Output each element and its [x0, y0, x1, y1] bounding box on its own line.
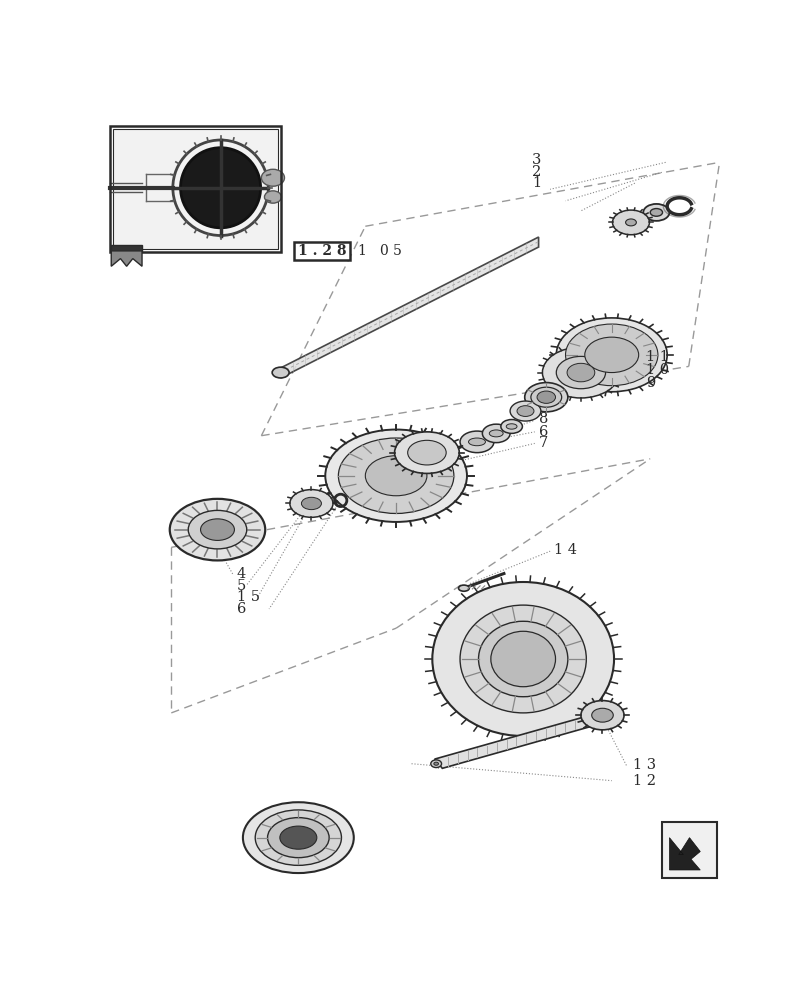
- Ellipse shape: [460, 605, 586, 713]
- Ellipse shape: [267, 818, 328, 858]
- Ellipse shape: [566, 363, 594, 382]
- Text: 1 4: 1 4: [553, 543, 577, 557]
- Text: 8: 8: [538, 412, 547, 426]
- Ellipse shape: [188, 510, 247, 549]
- Ellipse shape: [272, 367, 289, 378]
- Ellipse shape: [255, 810, 341, 865]
- Ellipse shape: [611, 210, 649, 235]
- Ellipse shape: [261, 169, 284, 186]
- Ellipse shape: [264, 191, 281, 203]
- Ellipse shape: [431, 760, 441, 768]
- Ellipse shape: [542, 347, 619, 398]
- Ellipse shape: [468, 438, 485, 446]
- Polygon shape: [111, 251, 142, 266]
- Ellipse shape: [280, 826, 316, 849]
- Ellipse shape: [301, 497, 321, 510]
- Ellipse shape: [482, 424, 509, 443]
- Text: 1 . 2 8: 1 . 2 8: [298, 244, 346, 258]
- Bar: [109, 126, 281, 252]
- Text: 7: 7: [538, 436, 547, 450]
- Bar: [111, 245, 142, 251]
- Ellipse shape: [478, 621, 567, 697]
- Text: 6: 6: [538, 425, 547, 439]
- Ellipse shape: [517, 406, 534, 416]
- FancyBboxPatch shape: [113, 129, 277, 249]
- Ellipse shape: [458, 585, 469, 591]
- Polygon shape: [434, 711, 611, 768]
- Ellipse shape: [584, 337, 638, 373]
- Text: 5: 5: [237, 579, 246, 593]
- Ellipse shape: [200, 519, 234, 540]
- Text: 1 1: 1 1: [646, 350, 668, 364]
- Ellipse shape: [242, 802, 354, 873]
- Ellipse shape: [580, 701, 624, 730]
- Bar: [661, 822, 716, 878]
- Ellipse shape: [591, 708, 612, 722]
- Ellipse shape: [556, 356, 605, 389]
- Text: 9: 9: [646, 376, 654, 390]
- Ellipse shape: [169, 499, 265, 560]
- Ellipse shape: [509, 401, 540, 421]
- Text: 2: 2: [531, 165, 540, 179]
- Ellipse shape: [394, 432, 459, 473]
- Ellipse shape: [505, 424, 517, 429]
- Ellipse shape: [290, 490, 333, 517]
- Circle shape: [180, 148, 260, 228]
- Polygon shape: [281, 237, 538, 378]
- Ellipse shape: [489, 430, 503, 437]
- Ellipse shape: [536, 391, 555, 403]
- Text: 1   0 5: 1 0 5: [357, 244, 401, 258]
- Bar: [294, 242, 350, 260]
- Ellipse shape: [433, 762, 438, 765]
- Ellipse shape: [460, 431, 493, 453]
- Ellipse shape: [556, 318, 667, 392]
- Text: 1 0: 1 0: [646, 363, 669, 377]
- Ellipse shape: [325, 430, 466, 522]
- Ellipse shape: [524, 383, 567, 412]
- Polygon shape: [668, 838, 699, 870]
- Ellipse shape: [490, 631, 555, 687]
- Ellipse shape: [500, 420, 521, 433]
- Text: 1: 1: [531, 176, 540, 190]
- Ellipse shape: [650, 209, 662, 216]
- Ellipse shape: [624, 219, 636, 226]
- Ellipse shape: [365, 456, 427, 496]
- Text: 1 3: 1 3: [633, 758, 655, 772]
- Text: 4: 4: [237, 567, 246, 581]
- Ellipse shape: [407, 440, 445, 465]
- Text: 1 5: 1 5: [237, 590, 260, 604]
- Text: 3: 3: [531, 153, 540, 167]
- Text: 1 2: 1 2: [633, 774, 655, 788]
- Ellipse shape: [642, 204, 668, 221]
- Ellipse shape: [530, 387, 561, 407]
- Text: 6: 6: [237, 602, 246, 616]
- Ellipse shape: [564, 324, 657, 386]
- Ellipse shape: [431, 582, 613, 736]
- Ellipse shape: [338, 438, 453, 513]
